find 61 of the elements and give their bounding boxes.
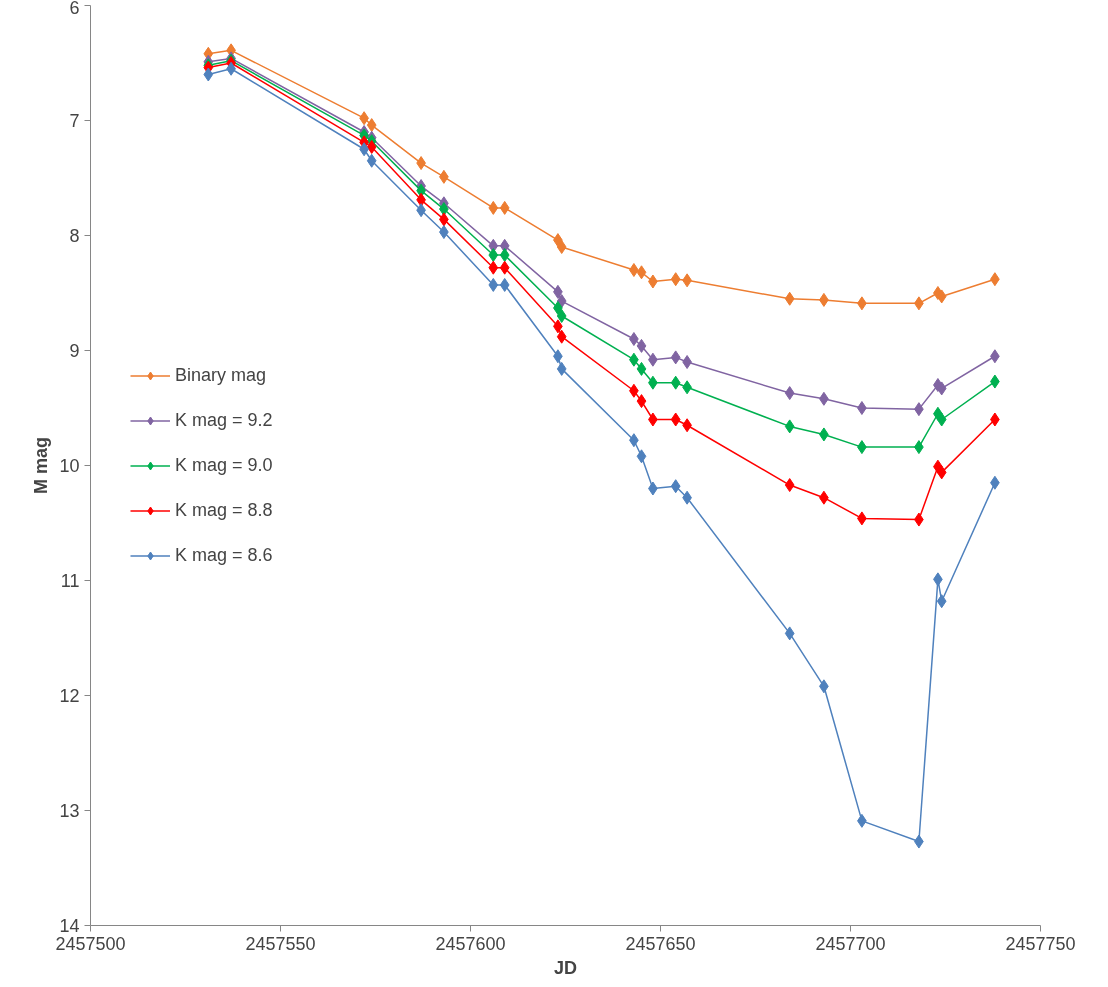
legend-label: K mag = 8.8	[175, 499, 273, 521]
y-tick-label: 14	[59, 916, 80, 936]
y-tick-label: 9	[69, 341, 80, 361]
point	[670, 375, 681, 390]
point	[636, 265, 647, 280]
point	[936, 381, 947, 396]
point	[366, 118, 377, 133]
point	[936, 289, 947, 304]
point	[366, 153, 377, 168]
point	[784, 386, 795, 401]
point	[556, 309, 567, 323]
point	[556, 329, 567, 344]
point	[636, 361, 647, 376]
legend-label: K mag = 8.6	[175, 544, 273, 566]
legend-label: Binary mag	[175, 364, 267, 386]
x-tick-label: 2457550	[245, 933, 316, 954]
point	[366, 139, 377, 154]
point	[636, 394, 647, 409]
point	[784, 478, 795, 493]
y-tick-label: 11	[60, 571, 80, 591]
point	[670, 479, 681, 494]
y-tick-label: 6	[69, 0, 80, 18]
y-axis-title: M mag	[31, 436, 52, 494]
point	[670, 350, 681, 365]
y-tick-label: 8	[69, 226, 80, 246]
point	[784, 419, 795, 434]
point	[488, 200, 499, 215]
x-axis-title: JD	[554, 957, 578, 978]
legend-label: K mag = 9.0	[175, 454, 273, 476]
x-tick-label: 2457500	[55, 933, 126, 954]
point	[499, 260, 510, 275]
point	[682, 355, 692, 369]
point	[936, 594, 947, 609]
point	[784, 626, 795, 641]
point	[784, 291, 795, 306]
x-tick-label: 2457750	[1005, 933, 1076, 954]
point	[670, 272, 681, 287]
point	[936, 465, 947, 480]
point	[857, 401, 867, 415]
point	[499, 248, 510, 263]
point	[488, 260, 499, 275]
point	[670, 412, 681, 427]
point	[636, 449, 647, 464]
point	[488, 248, 499, 263]
point	[488, 277, 499, 292]
point	[636, 338, 647, 353]
point	[499, 277, 510, 292]
x-tick-label: 2457600	[435, 933, 506, 954]
point	[203, 67, 214, 82]
y-tick-label: 10	[59, 456, 80, 476]
point	[629, 332, 639, 346]
point	[556, 361, 567, 376]
y-tick-label: 7	[69, 111, 80, 131]
point	[499, 200, 510, 215]
x-tick-label: 2457650	[625, 933, 696, 954]
legend-label: K mag = 9.2	[175, 409, 273, 431]
y-tick-label: 13	[59, 801, 80, 821]
point	[936, 412, 947, 427]
x-tick-label: 2457700	[815, 933, 886, 954]
point	[629, 263, 639, 277]
y-tick-label: 12	[59, 686, 80, 706]
